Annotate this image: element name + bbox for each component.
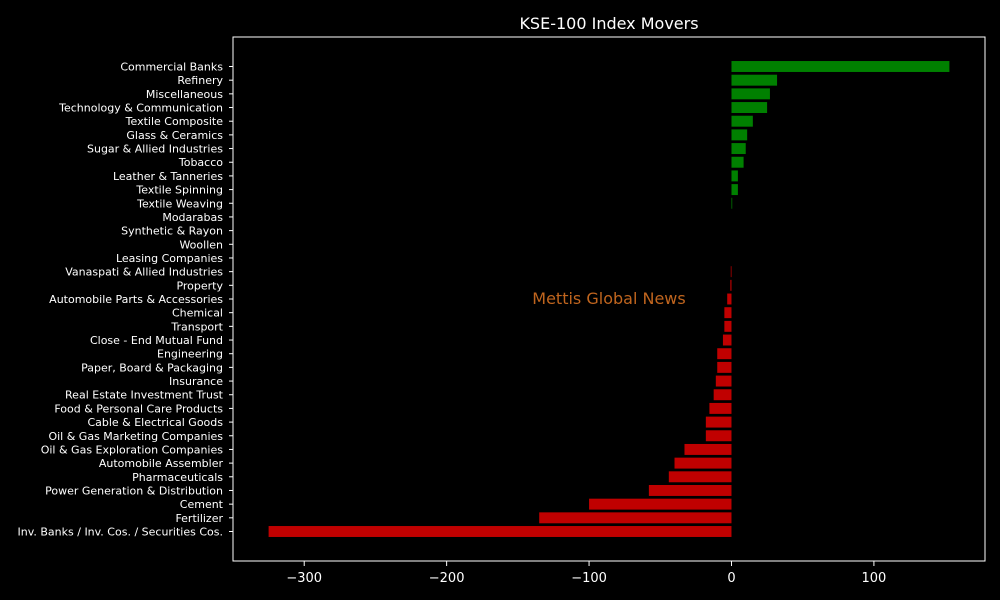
x-tick-label: 100 [861,571,886,586]
category-label: Leather & Tanneries [113,170,223,183]
bar [717,361,732,373]
bar [724,307,732,319]
category-label: Transport [170,320,223,333]
category-label: Pharmaceuticals [132,471,223,484]
bar [539,512,732,524]
category-label: Vanaspati & Allied Industries [65,266,223,279]
bar [684,443,732,455]
bar [722,334,732,346]
x-axis: −300 −200 −100 0 100 [286,561,886,586]
chart-title: KSE-100 Index Movers [519,14,698,33]
category-label: Oil & Gas Marketing Companies [48,430,223,443]
bar [731,102,768,113]
x-tick-label: −100 [571,571,607,586]
category-label: Real Estate Investment Trust [65,389,224,402]
bar [730,266,732,278]
category-label: Miscellaneous [146,88,223,101]
bar [731,143,746,155]
category-label: Refinery [177,74,223,87]
category-label: Textile Composite [125,115,224,128]
category-label: Oil & Gas Exploration Companies [41,443,224,456]
category-label: Cable & Electrical Goods [87,416,223,429]
category-label: Insurance [169,375,223,388]
category-label: Cement [180,498,224,511]
watermark-text: Mettis Global News [532,289,685,308]
category-label: Inv. Banks / Inv. Cos. / Securities Cos. [18,526,223,539]
bar [268,526,732,537]
y-axis-labels: Commercial BanksRefineryMiscellaneousTec… [18,61,233,539]
category-label: Textile Weaving [136,197,223,210]
bar [709,402,732,414]
category-label: Paper, Board & Packaging [81,361,223,374]
bar [674,457,732,469]
category-label: Food & Personal Care Products [54,402,223,415]
bar [727,293,732,305]
category-label: Modarabas [162,211,223,224]
category-label: Textile Spinning [135,184,223,197]
category-label: Synthetic & Rayon [121,225,223,238]
bar-group [268,61,950,537]
bar [731,197,733,209]
bar [731,115,753,127]
category-label: Power Generation & Distribution [45,484,223,497]
bar [731,184,738,196]
category-label: Property [176,279,223,292]
bar [731,156,744,168]
bar [731,74,778,86]
bar [730,279,732,291]
x-tick-label: −300 [286,571,322,586]
category-label: Technology & Communication [58,102,223,115]
category-label: Close - End Mutual Fund [90,334,223,347]
bar [731,170,738,182]
bar [731,88,770,100]
bar [668,471,732,483]
category-label: Fertilizer [175,512,223,525]
category-label: Woollen [179,238,223,251]
category-label: Commercial Banks [120,61,223,74]
bar [705,430,732,442]
x-tick-label: −200 [429,571,465,586]
category-label: Sugar & Allied Industries [87,143,223,156]
bar [724,320,732,332]
bar [713,389,732,401]
bar [717,348,732,360]
bar [589,498,732,510]
bar [731,61,950,72]
bar [731,129,748,141]
x-tick-label: 0 [727,571,735,586]
category-label: Chemical [172,307,223,320]
category-label: Glass & Ceramics [126,129,223,142]
category-label: Automobile Assembler [99,457,224,470]
bar [715,375,732,387]
category-label: Tobacco [178,156,223,169]
bar [705,416,732,428]
category-label: Automobile Parts & Accessories [49,293,223,306]
category-label: Leasing Companies [116,252,223,265]
bar [648,485,732,496]
category-label: Engineering [157,348,223,361]
